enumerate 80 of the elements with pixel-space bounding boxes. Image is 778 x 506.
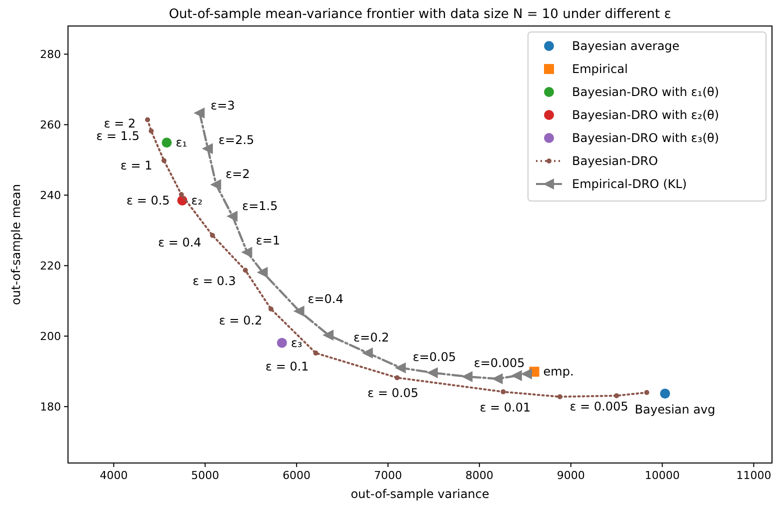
legend-label: Bayesian-DRO with ε₁(θ) (572, 85, 720, 99)
annotation: ε = 0.01 (480, 400, 531, 415)
y-tick-label: 280 (40, 48, 61, 62)
x-tick-label: 4000 (100, 469, 128, 482)
annotation: ε₁ (176, 136, 188, 150)
annotation: ε = 0.05 (368, 386, 418, 400)
point (394, 362, 406, 374)
annotation: ε = 0.005 (570, 400, 628, 414)
x-tick-label: 8000 (465, 469, 494, 482)
point (210, 232, 215, 238)
annotation: ε = 0.5 (126, 193, 170, 208)
point (178, 192, 184, 197)
annotation: Bayesian avg (634, 402, 716, 417)
point (162, 138, 172, 148)
point (614, 393, 620, 398)
annotation: ε=2 (226, 167, 250, 182)
annotation: ε = 0.4 (158, 236, 202, 250)
point (162, 158, 166, 164)
y-axis-title: out-of-sample mean (9, 184, 23, 305)
point (557, 394, 562, 400)
point (226, 210, 238, 222)
annotation: ε=0.005 (474, 356, 525, 370)
annotation: ε=0.4 (308, 292, 344, 306)
point (500, 389, 506, 394)
x-tick-label: 11000 (736, 469, 772, 482)
point (194, 108, 205, 119)
annotation: ε = 0.3 (192, 274, 236, 288)
y-tick-label: 240 (40, 189, 61, 202)
y-tick-label: 260 (40, 118, 61, 132)
point (492, 373, 503, 384)
point (241, 246, 252, 258)
point (426, 367, 438, 378)
point (394, 375, 400, 380)
y-tick-label: 220 (40, 260, 61, 273)
point (362, 348, 373, 359)
point (268, 306, 274, 312)
annotation: ε=0.2 (354, 330, 390, 345)
y-tick-label: 200 (40, 330, 61, 344)
annotation: emp. (543, 364, 574, 379)
point (145, 117, 150, 122)
point (660, 388, 670, 399)
point (256, 266, 268, 278)
annotation: ε=2.5 (218, 133, 254, 148)
annotation: ε = 0.2 (218, 314, 262, 328)
annotation: ε=3 (210, 98, 235, 112)
point (242, 268, 248, 273)
legend-label: Bayesian-DRO (572, 154, 658, 168)
annotation: ε = 1 (120, 158, 152, 173)
point (322, 330, 334, 341)
legend-label: Empirical-DRO (KL) (572, 177, 687, 191)
point (510, 370, 522, 382)
annotation: ε₂ (191, 193, 203, 208)
chart-title: Out-of-sample mean-variance frontier with data size N = 10 under different ε (168, 7, 672, 22)
point (148, 128, 154, 134)
annotation: ε = 2 (104, 116, 136, 131)
point (644, 390, 650, 396)
point (462, 371, 473, 382)
annotation: ε=1.5 (242, 198, 278, 213)
legend-label: Bayesian-DRO with ε₃(θ) (572, 131, 720, 145)
x-tick-label: 9000 (556, 469, 585, 482)
annotation: ε₃ (290, 336, 302, 350)
x-tick-label: 5000 (191, 469, 220, 482)
x-tick-label: 6000 (282, 469, 311, 482)
x-tick-label: 10000 (644, 469, 680, 482)
y-tick-label: 180 (40, 400, 61, 414)
point (210, 179, 222, 190)
point (520, 368, 532, 380)
legend-label: Bayesian average (572, 39, 680, 53)
annotation: ε = 0.1 (266, 359, 309, 374)
point (202, 143, 213, 154)
x-axis-title: out-of-sample variance (350, 487, 490, 501)
x-tick-label: 7000 (374, 469, 402, 482)
point (313, 350, 318, 356)
annotation: ε = 1.5 (96, 129, 140, 144)
legend-label: Empirical (572, 62, 628, 76)
point (293, 306, 304, 317)
annotation: ε=1 (256, 234, 280, 248)
point (276, 338, 287, 348)
legend-label: Bayesian-DRO with ε₂(θ) (572, 108, 720, 122)
annotation: ε=0.05 (412, 350, 456, 364)
